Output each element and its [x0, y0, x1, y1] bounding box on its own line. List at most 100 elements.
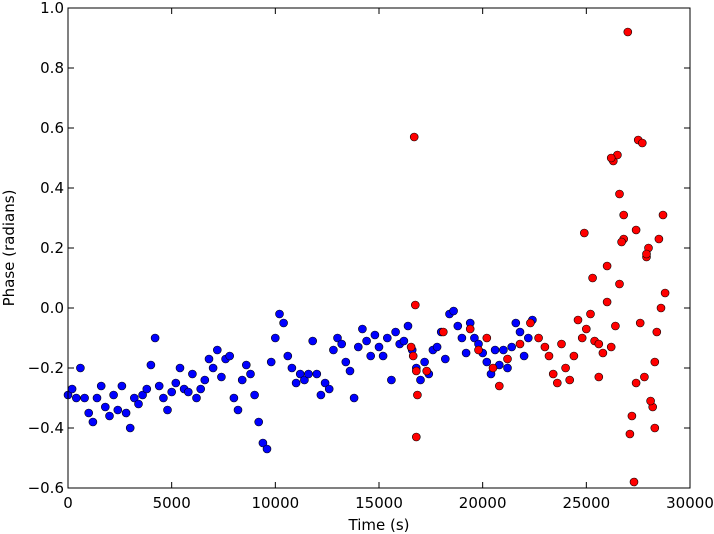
data-point-series-2 [438, 327, 448, 337]
data-point-series-2 [656, 303, 666, 313]
y-tick-label: 0.6 [40, 119, 64, 137]
data-point-series-2 [488, 363, 498, 373]
data-point-series-1 [217, 372, 226, 382]
data-point-series-1 [101, 402, 110, 412]
data-point-series-1 [382, 333, 392, 343]
data-point-series-1 [503, 363, 512, 373]
plot-frame [67, 7, 691, 489]
y-tick-label: 0.8 [40, 59, 64, 77]
data-point-series-1 [403, 321, 413, 331]
data-point-series-2 [565, 375, 575, 385]
data-point-series-1 [470, 333, 479, 343]
data-point-series-1 [440, 354, 450, 364]
data-point-series-1 [337, 339, 347, 349]
data-point-series-1 [76, 363, 85, 373]
x-tick-label: 20000 [459, 494, 507, 512]
data-point-series-1 [159, 393, 168, 403]
data-point-series-2 [594, 339, 604, 349]
data-point-series-1 [499, 345, 508, 355]
data-point-series-2 [579, 228, 589, 238]
data-point-series-2 [540, 342, 550, 352]
data-point-series-1 [275, 309, 284, 319]
data-point-series-1 [287, 363, 297, 373]
y-tick-label: −0.4 [28, 419, 64, 437]
data-point-series-1 [482, 357, 492, 367]
data-point-series-1 [258, 438, 268, 448]
points-layer [63, 27, 670, 487]
data-point-series-1 [279, 318, 288, 328]
data-point-series-1 [225, 351, 234, 361]
data-point-series-1 [308, 336, 318, 346]
y-tick-label: −0.2 [28, 359, 64, 377]
data-point-series-1 [266, 357, 276, 367]
data-point-series-1 [175, 363, 185, 373]
y-tick-label: −0.6 [28, 479, 64, 497]
plot-area [68, 8, 690, 488]
x-tick-label: 15000 [355, 494, 403, 512]
data-point-series-2 [627, 411, 637, 421]
data-point-series-2 [631, 225, 641, 235]
data-point-series-1 [213, 345, 222, 355]
data-point-series-1 [154, 381, 164, 391]
data-point-series-1 [283, 351, 293, 361]
data-point-series-1 [366, 351, 376, 361]
data-point-series-1 [72, 393, 81, 403]
data-point-series-1 [184, 387, 193, 397]
data-point-series-1 [461, 348, 471, 358]
data-point-series-1 [171, 378, 181, 388]
data-point-series-1 [113, 405, 123, 415]
data-point-series-2 [650, 357, 660, 367]
data-point-series-1 [146, 360, 156, 370]
data-point-series-1 [362, 336, 371, 346]
data-point-series-2 [586, 309, 595, 319]
data-point-series-1 [391, 327, 400, 337]
data-point-series-2 [654, 234, 664, 244]
data-point-series-2 [526, 318, 535, 328]
data-point-series-1 [378, 351, 388, 361]
x-tick-label: 0 [63, 494, 73, 512]
data-point-series-1 [511, 318, 521, 328]
data-point-series-2 [465, 324, 475, 334]
x-tick-label: 10000 [251, 494, 299, 512]
data-point-series-1 [80, 393, 89, 403]
y-tick-label: 1.0 [40, 0, 64, 17]
data-point-series-1 [304, 369, 313, 379]
data-point-series-1 [515, 327, 525, 337]
data-point-series-1 [507, 342, 517, 352]
data-point-series-1 [105, 411, 114, 421]
data-point-series-1 [349, 393, 359, 403]
data-point-series-2 [652, 327, 662, 337]
data-point-series-2 [411, 432, 421, 442]
data-point-series-1 [200, 375, 210, 385]
data-point-series-2 [474, 345, 483, 355]
x-tick-label: 5000 [153, 494, 191, 512]
data-point-series-2 [650, 423, 660, 433]
data-point-series-2 [602, 261, 612, 271]
data-point-series-2 [406, 342, 416, 352]
data-point-series-1 [121, 408, 131, 418]
data-point-series-2 [646, 396, 655, 406]
data-point-series-2 [588, 273, 597, 283]
data-point-series-1 [453, 321, 463, 331]
data-point-series-1 [420, 357, 429, 367]
data-point-series-2 [494, 381, 504, 391]
data-point-series-2 [413, 390, 422, 400]
data-point-series-1 [416, 375, 425, 385]
data-point-series-2 [577, 333, 587, 343]
data-point-series-1 [250, 390, 259, 400]
data-point-series-2 [635, 318, 645, 328]
data-point-series-1 [88, 417, 98, 427]
data-point-series-2 [422, 366, 432, 376]
data-point-series-1 [358, 324, 367, 334]
data-point-series-1 [167, 387, 176, 397]
data-point-series-1 [312, 369, 322, 379]
data-point-series-1 [316, 390, 326, 400]
data-point-series-1 [142, 384, 152, 394]
data-point-series-2 [617, 237, 626, 247]
data-point-series-1 [138, 390, 147, 400]
data-point-series-2 [569, 351, 579, 361]
data-point-series-2 [625, 429, 635, 439]
data-point-series-1 [320, 378, 330, 388]
data-point-series-1 [270, 333, 280, 343]
data-point-series-1 [237, 375, 247, 385]
